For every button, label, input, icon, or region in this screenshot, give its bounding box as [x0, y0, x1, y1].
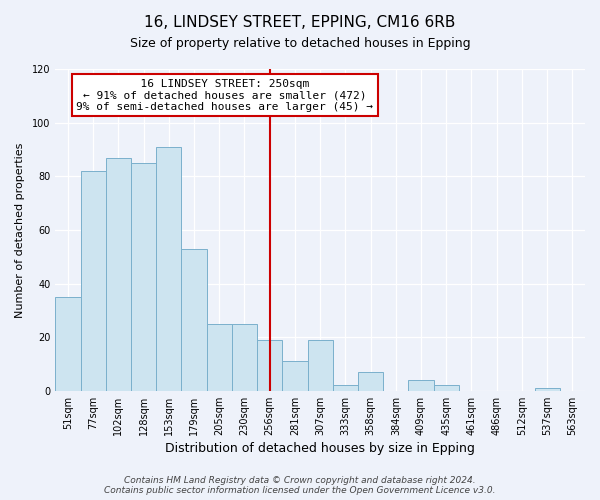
X-axis label: Distribution of detached houses by size in Epping: Distribution of detached houses by size … — [165, 442, 475, 455]
Bar — [308, 340, 333, 391]
Bar — [283, 362, 308, 391]
Bar — [535, 388, 560, 391]
Text: 16 LINDSEY STREET: 250sqm  
← 91% of detached houses are smaller (472)
9% of sem: 16 LINDSEY STREET: 250sqm ← 91% of detac… — [76, 78, 373, 112]
Y-axis label: Number of detached properties: Number of detached properties — [15, 142, 25, 318]
Bar — [333, 386, 358, 391]
Bar — [55, 297, 80, 391]
Bar — [181, 248, 206, 391]
Bar — [206, 324, 232, 391]
Bar — [232, 324, 257, 391]
Bar — [434, 386, 459, 391]
Text: Contains HM Land Registry data © Crown copyright and database right 2024.
Contai: Contains HM Land Registry data © Crown c… — [104, 476, 496, 495]
Text: Size of property relative to detached houses in Epping: Size of property relative to detached ho… — [130, 38, 470, 51]
Bar — [358, 372, 383, 391]
Bar — [409, 380, 434, 391]
Bar — [257, 340, 283, 391]
Text: 16, LINDSEY STREET, EPPING, CM16 6RB: 16, LINDSEY STREET, EPPING, CM16 6RB — [145, 15, 455, 30]
Bar — [80, 171, 106, 391]
Bar — [106, 158, 131, 391]
Bar — [131, 163, 156, 391]
Bar — [156, 147, 181, 391]
